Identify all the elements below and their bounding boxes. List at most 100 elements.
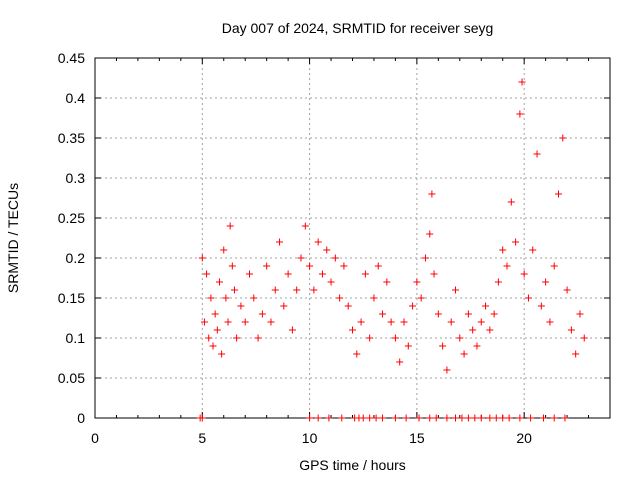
data-point <box>276 238 284 246</box>
data-point <box>226 222 234 230</box>
data-point <box>404 342 412 350</box>
data-point <box>563 286 571 294</box>
data-point <box>344 302 352 310</box>
data-point <box>241 318 249 326</box>
data-point <box>447 318 455 326</box>
data-point <box>246 270 253 278</box>
data-point <box>338 414 346 422</box>
data-point <box>494 278 502 286</box>
y-tick-label: 0.35 <box>58 130 85 146</box>
y-tick-label: 0.45 <box>58 50 85 66</box>
data-point <box>550 414 558 422</box>
data-point <box>366 414 374 422</box>
x-tick-label: 15 <box>409 430 425 446</box>
y-tick-label: 0.2 <box>66 250 86 266</box>
data-point <box>413 278 421 286</box>
data-point <box>293 286 301 294</box>
data-point <box>284 270 292 278</box>
data-point <box>426 414 434 422</box>
data-point <box>421 254 429 262</box>
data-point <box>383 278 391 286</box>
x-tick-label: 10 <box>302 430 318 446</box>
data-point <box>443 414 451 422</box>
data-point <box>409 302 417 310</box>
data-point <box>391 414 399 422</box>
data-point <box>512 238 520 246</box>
data-point <box>297 254 305 262</box>
data-point <box>310 286 318 294</box>
x-tick-label: 20 <box>516 430 532 446</box>
data-point <box>426 230 434 238</box>
data-point <box>391 334 399 342</box>
data-point <box>258 310 266 318</box>
data-point <box>370 294 378 302</box>
data-point <box>237 302 245 310</box>
data-point <box>198 254 206 262</box>
data-point <box>539 414 547 422</box>
data-point <box>379 310 387 318</box>
data-point <box>366 334 374 342</box>
data-point <box>518 78 526 86</box>
data-point <box>361 270 369 278</box>
data-point <box>224 318 232 326</box>
y-tick-label: 0.15 <box>58 290 85 306</box>
data-point <box>439 342 447 350</box>
data-point <box>492 414 500 422</box>
data-point <box>254 334 262 342</box>
data-point <box>469 326 477 334</box>
data-point <box>499 414 507 422</box>
data-point <box>499 246 507 254</box>
data-point <box>318 270 326 278</box>
ticks: 0 0.05 0.1 0.15 0.2 0.25 0.3 0.35 0.4 0.45 0 5 10 15 2… <box>58 50 610 446</box>
data-point <box>520 270 528 278</box>
data-point <box>505 414 513 422</box>
data-point <box>215 278 223 286</box>
data-point <box>331 254 339 262</box>
data-point <box>576 310 584 318</box>
data-point <box>336 294 344 302</box>
data-point <box>567 326 575 334</box>
data-point <box>529 246 537 254</box>
data-point <box>471 414 479 422</box>
y-tick-label: 0.4 <box>66 90 86 106</box>
data-point <box>402 414 410 422</box>
data-point <box>374 262 382 270</box>
grid <box>95 58 610 418</box>
data-point <box>218 350 226 358</box>
data-point <box>396 358 404 366</box>
data-point <box>200 318 208 326</box>
data-point <box>228 262 236 270</box>
x-tick-label: 5 <box>198 430 206 446</box>
y-tick-label: 0.3 <box>66 170 86 186</box>
data-point <box>434 310 442 318</box>
data-point <box>559 134 567 142</box>
data-point <box>372 414 380 422</box>
data-point <box>507 198 515 206</box>
data-point <box>288 326 296 334</box>
data-point <box>263 262 271 270</box>
data-point <box>306 262 314 270</box>
data-point <box>503 262 511 270</box>
data-point <box>209 342 217 350</box>
data-point <box>477 318 485 326</box>
data-point <box>340 262 348 270</box>
x-axis-label: GPS time / hours <box>299 457 406 473</box>
data-point <box>486 414 494 422</box>
data-point <box>379 414 387 422</box>
data-point <box>464 414 472 422</box>
data-point <box>306 414 314 422</box>
data-point <box>387 318 395 326</box>
data-point <box>417 294 425 302</box>
data-point <box>205 334 213 342</box>
data-point <box>555 190 562 198</box>
data-point <box>271 286 279 294</box>
data-point <box>561 414 569 422</box>
data-point <box>490 310 498 318</box>
data-point <box>359 414 367 422</box>
data-point <box>546 318 554 326</box>
y-tick-label: 0.1 <box>66 330 86 346</box>
data-point <box>428 190 436 198</box>
data-point <box>323 246 331 254</box>
